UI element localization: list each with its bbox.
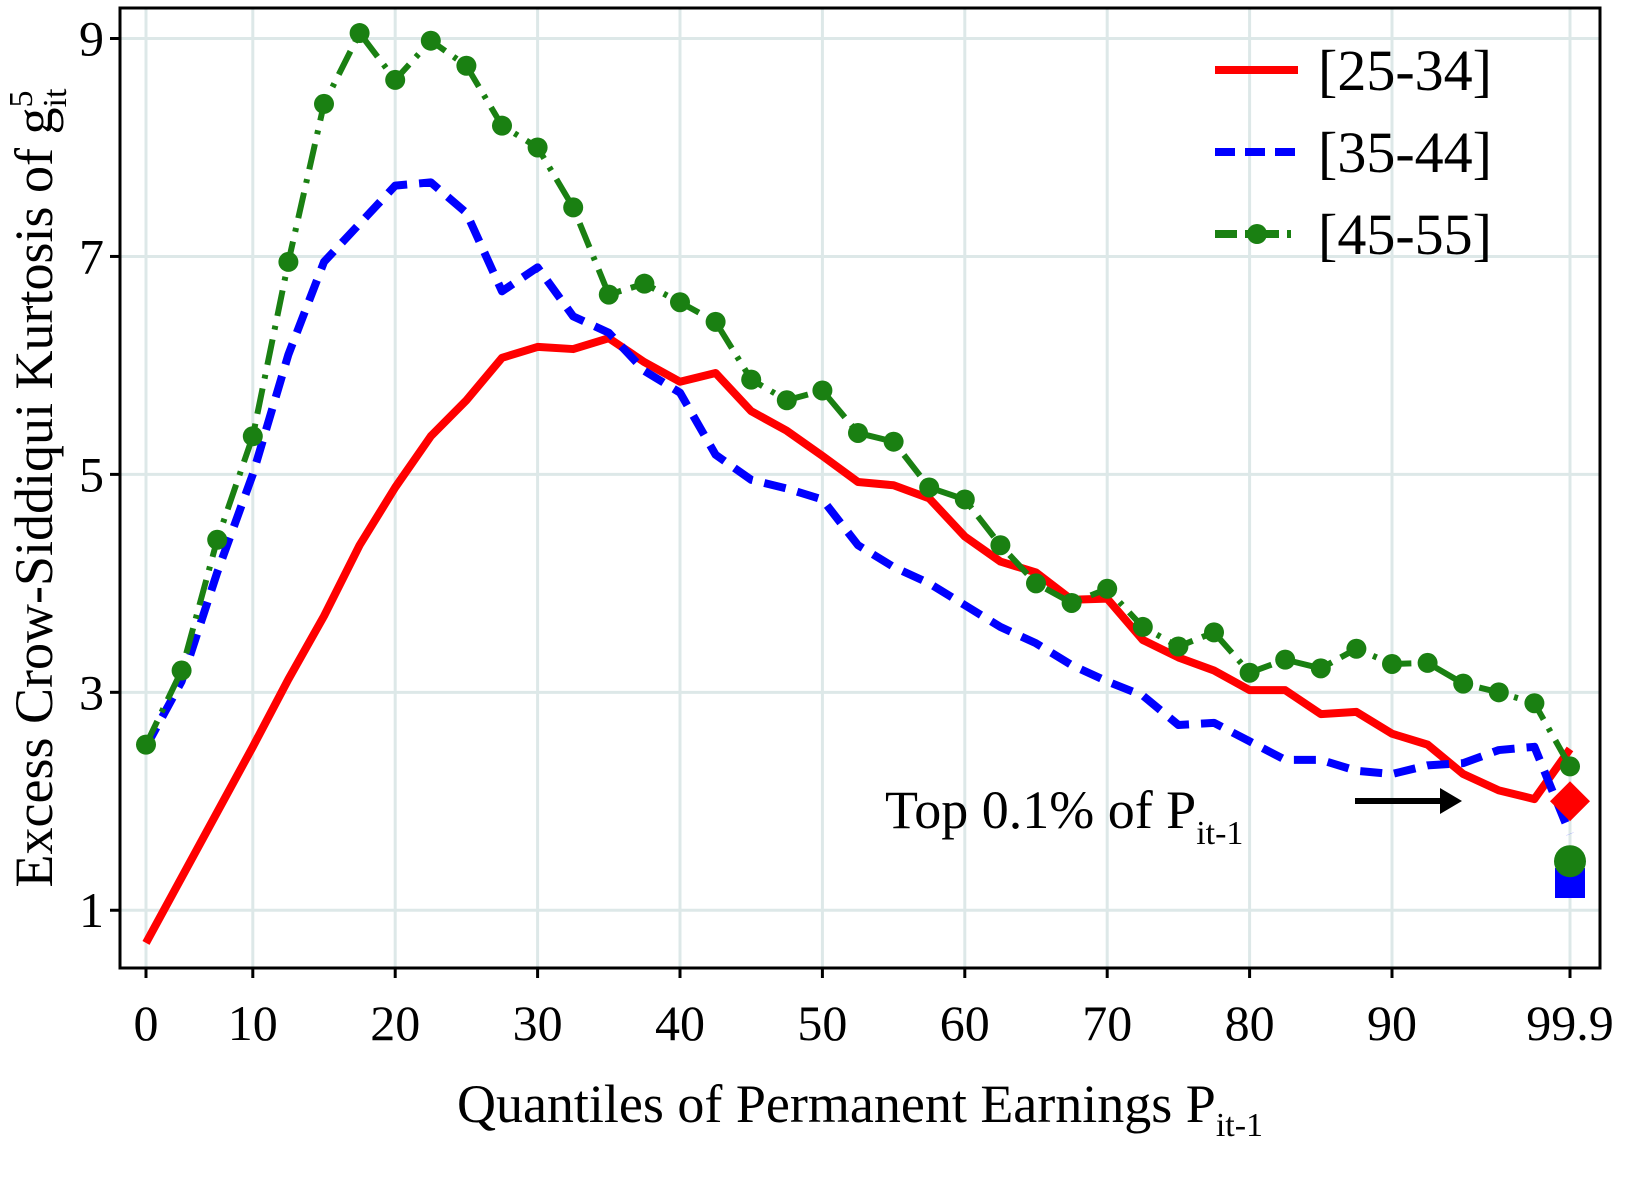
- series-marker: [171, 660, 192, 681]
- x-axis-label-text: Quantiles of Permanent Earnings P: [457, 1074, 1216, 1134]
- series-marker: [1417, 652, 1438, 673]
- y-tick-label: 9: [79, 11, 104, 67]
- x-axis-label: Quantiles of Permanent Earnings Pit-1: [457, 1074, 1263, 1144]
- series-marker: [1204, 622, 1224, 643]
- annotation-sub: it-1: [1196, 815, 1243, 852]
- top-marker: [1554, 845, 1586, 878]
- legend: [25-34] [35-44] [45-55]: [1215, 38, 1492, 267]
- series-marker: [812, 380, 833, 401]
- y-axis-label: Excess Crow-Siddiqui Kurtosis of g5it: [3, 88, 74, 887]
- y-tick-label: 5: [79, 446, 104, 502]
- series-marker: [527, 137, 548, 158]
- y-axis-label-text: Excess Crow-Siddiqui Kurtosis of g: [4, 107, 64, 887]
- series-marker: [1346, 638, 1367, 659]
- legend-label: [25-34]: [1318, 38, 1492, 103]
- top-marker: [1550, 781, 1590, 822]
- x-tick-label: 80: [1225, 995, 1275, 1051]
- annotation-arrowhead: [1440, 788, 1462, 814]
- series-marker: [598, 284, 619, 305]
- series-marker: [1524, 693, 1545, 714]
- series-marker: [1061, 592, 1082, 613]
- series-marker: [1026, 573, 1046, 594]
- x-tick-label: 10: [228, 995, 278, 1051]
- series-marker: [349, 23, 370, 44]
- x-tick-label: 50: [797, 995, 847, 1051]
- y-tick-label: 3: [79, 664, 104, 720]
- legend-label: [45-55]: [1318, 202, 1492, 267]
- series-marker: [1382, 653, 1402, 674]
- series-marker: [954, 489, 975, 510]
- y-tick-label: 1: [79, 882, 104, 938]
- series-marker: [456, 55, 477, 76]
- x-tick-label: 20: [370, 995, 420, 1051]
- series-marker: [385, 69, 406, 90]
- x-axis-label-sub: it-1: [1216, 1107, 1263, 1144]
- y-tick-label: 7: [79, 228, 104, 284]
- series-marker: [242, 426, 263, 447]
- y-axis-label-sub: it: [37, 88, 74, 107]
- x-tick-label: 30: [513, 995, 563, 1051]
- series-marker: [848, 422, 868, 443]
- series-marker: [1168, 636, 1189, 657]
- series-marker: [1097, 578, 1118, 599]
- series-line: [142, 178, 1574, 836]
- series-marker: [1560, 756, 1580, 777]
- plot-lines: [136, 23, 1590, 945]
- x-tick-label: 0: [134, 995, 159, 1051]
- legend-label: [35-44]: [1318, 120, 1492, 185]
- series-marker: [990, 535, 1011, 556]
- series-line: [142, 334, 1574, 945]
- series-marker: [705, 311, 726, 332]
- series-marker: [1239, 662, 1260, 683]
- series-marker: [563, 197, 584, 218]
- grid: [120, 8, 1600, 968]
- series-marker: [634, 273, 655, 294]
- series-marker: [883, 431, 904, 452]
- x-tick-label: 60: [940, 995, 990, 1051]
- annotation-text: Top 0.1% of P: [885, 780, 1196, 840]
- series-marker: [1275, 649, 1296, 670]
- series-marker: [1488, 682, 1509, 703]
- series-marker: [1310, 658, 1331, 679]
- series-marker: [670, 292, 690, 313]
- x-tick-label: 90: [1367, 995, 1417, 1051]
- series-marker: [919, 477, 940, 498]
- x-tick-label: 99.9: [1526, 995, 1614, 1051]
- series-marker: [278, 251, 299, 272]
- series-marker: [492, 115, 512, 136]
- series-marker: [776, 390, 797, 411]
- x-tick-label: 70: [1082, 995, 1132, 1051]
- plot-frame: [118, 6, 1602, 970]
- annotation: Top 0.1% of Pit-1: [885, 780, 1243, 852]
- x-tick-label: 40: [655, 995, 705, 1051]
- series-marker: [136, 734, 156, 755]
- y-axis-label-sup: 5: [3, 90, 40, 107]
- series-marker: [420, 30, 441, 51]
- series-marker: [314, 93, 334, 114]
- series-marker: [1132, 616, 1153, 637]
- legend-marker: [1247, 224, 1267, 244]
- series-marker: [1453, 673, 1474, 694]
- series-marker: [741, 369, 762, 390]
- series-marker: [207, 529, 228, 550]
